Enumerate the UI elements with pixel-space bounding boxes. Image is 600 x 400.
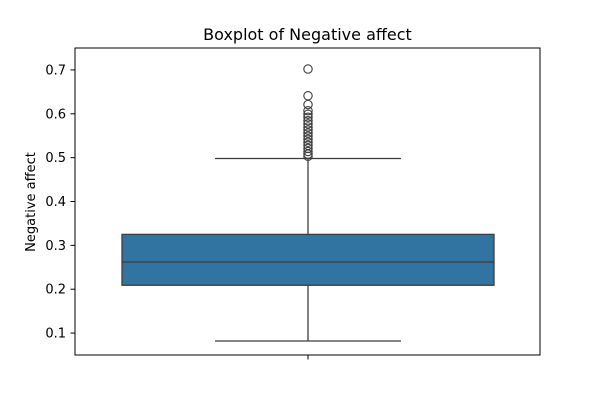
- y-axis: 0.1 0.2 0.3 0.4 0.5 0.6 0.7: [45, 63, 75, 342]
- y-tick-label: 0.1: [45, 327, 66, 342]
- y-tick-label: 0.7: [45, 63, 66, 78]
- y-tick-label: 0.3: [45, 239, 66, 254]
- outlier-point: [303, 64, 313, 74]
- outlier-point: [303, 137, 313, 148]
- outlier-point: [303, 112, 313, 123]
- y-tick-label: 0.6: [45, 107, 66, 122]
- outlier-point: [303, 122, 313, 132]
- outlier-point: [303, 128, 313, 138]
- outlier-point: [303, 99, 313, 110]
- outlier-point: [303, 119, 313, 129]
- outlier-point: [303, 151, 313, 162]
- y-tick-label: 0.2: [45, 283, 66, 298]
- chart-title: Boxplot of Negative affect: [203, 25, 412, 44]
- outlier-point: [303, 105, 313, 116]
- outlier-point: [303, 116, 313, 126]
- y-tick-label: 0.4: [45, 195, 66, 210]
- outlier-point: [303, 109, 313, 119]
- y-tick-label: 0.5: [45, 151, 66, 166]
- y-axis-label: Negative affect: [24, 152, 39, 252]
- outlier-point: [303, 131, 313, 141]
- outlier-point: [303, 134, 313, 144]
- outlier-point: [303, 125, 313, 135]
- outlier-point: [303, 146, 313, 157]
- plot-area: [74, 47, 541, 356]
- box-iqr: [121, 233, 495, 286]
